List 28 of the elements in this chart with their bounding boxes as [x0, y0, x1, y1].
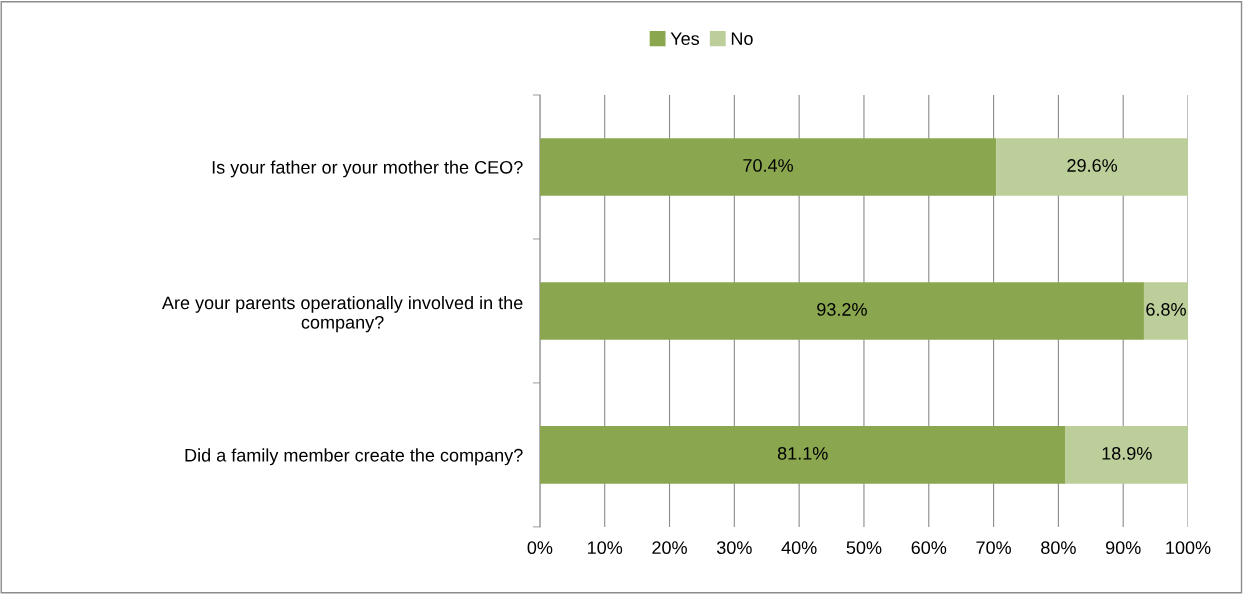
data-label: 93.2% — [817, 303, 867, 316]
x-tick-label: 30% — [716, 541, 752, 555]
y-tick-label: Are your parents operationally involved in the company? — [161, 296, 523, 333]
legend-label: No — [731, 32, 753, 45]
y-tick-label: Is your father or your mother the CEO? — [212, 160, 523, 178]
bar — [1065, 426, 1189, 484]
x-tick-label: 0% — [527, 541, 553, 555]
bar — [539, 138, 997, 196]
x-tick-label: 20% — [652, 541, 687, 555]
data-label: 6.8% — [1146, 303, 1186, 316]
data-label: 18.9% — [1102, 446, 1152, 460]
x-tick-label: 80% — [1041, 541, 1076, 555]
x-tick-label: 40% — [781, 541, 817, 555]
x-tick-label: 100% — [1166, 541, 1211, 555]
bar — [539, 282, 1144, 340]
bar — [996, 138, 1189, 196]
data-label: 81.1% — [777, 446, 828, 460]
legend-label: Yes — [670, 32, 700, 45]
bar — [539, 426, 1066, 484]
x-tick-label: 90% — [1105, 541, 1141, 555]
x-tick-label: 70% — [976, 541, 1012, 555]
x-tick-label: 60% — [911, 541, 947, 555]
data-label: 70.4% — [743, 159, 793, 172]
bar — [1143, 282, 1189, 340]
x-tick-label: 10% — [588, 541, 623, 555]
data-label: 29.6% — [1067, 159, 1118, 172]
x-tick-label: 50% — [846, 541, 882, 555]
y-tick-label: Did a family member create the company? — [185, 448, 523, 466]
